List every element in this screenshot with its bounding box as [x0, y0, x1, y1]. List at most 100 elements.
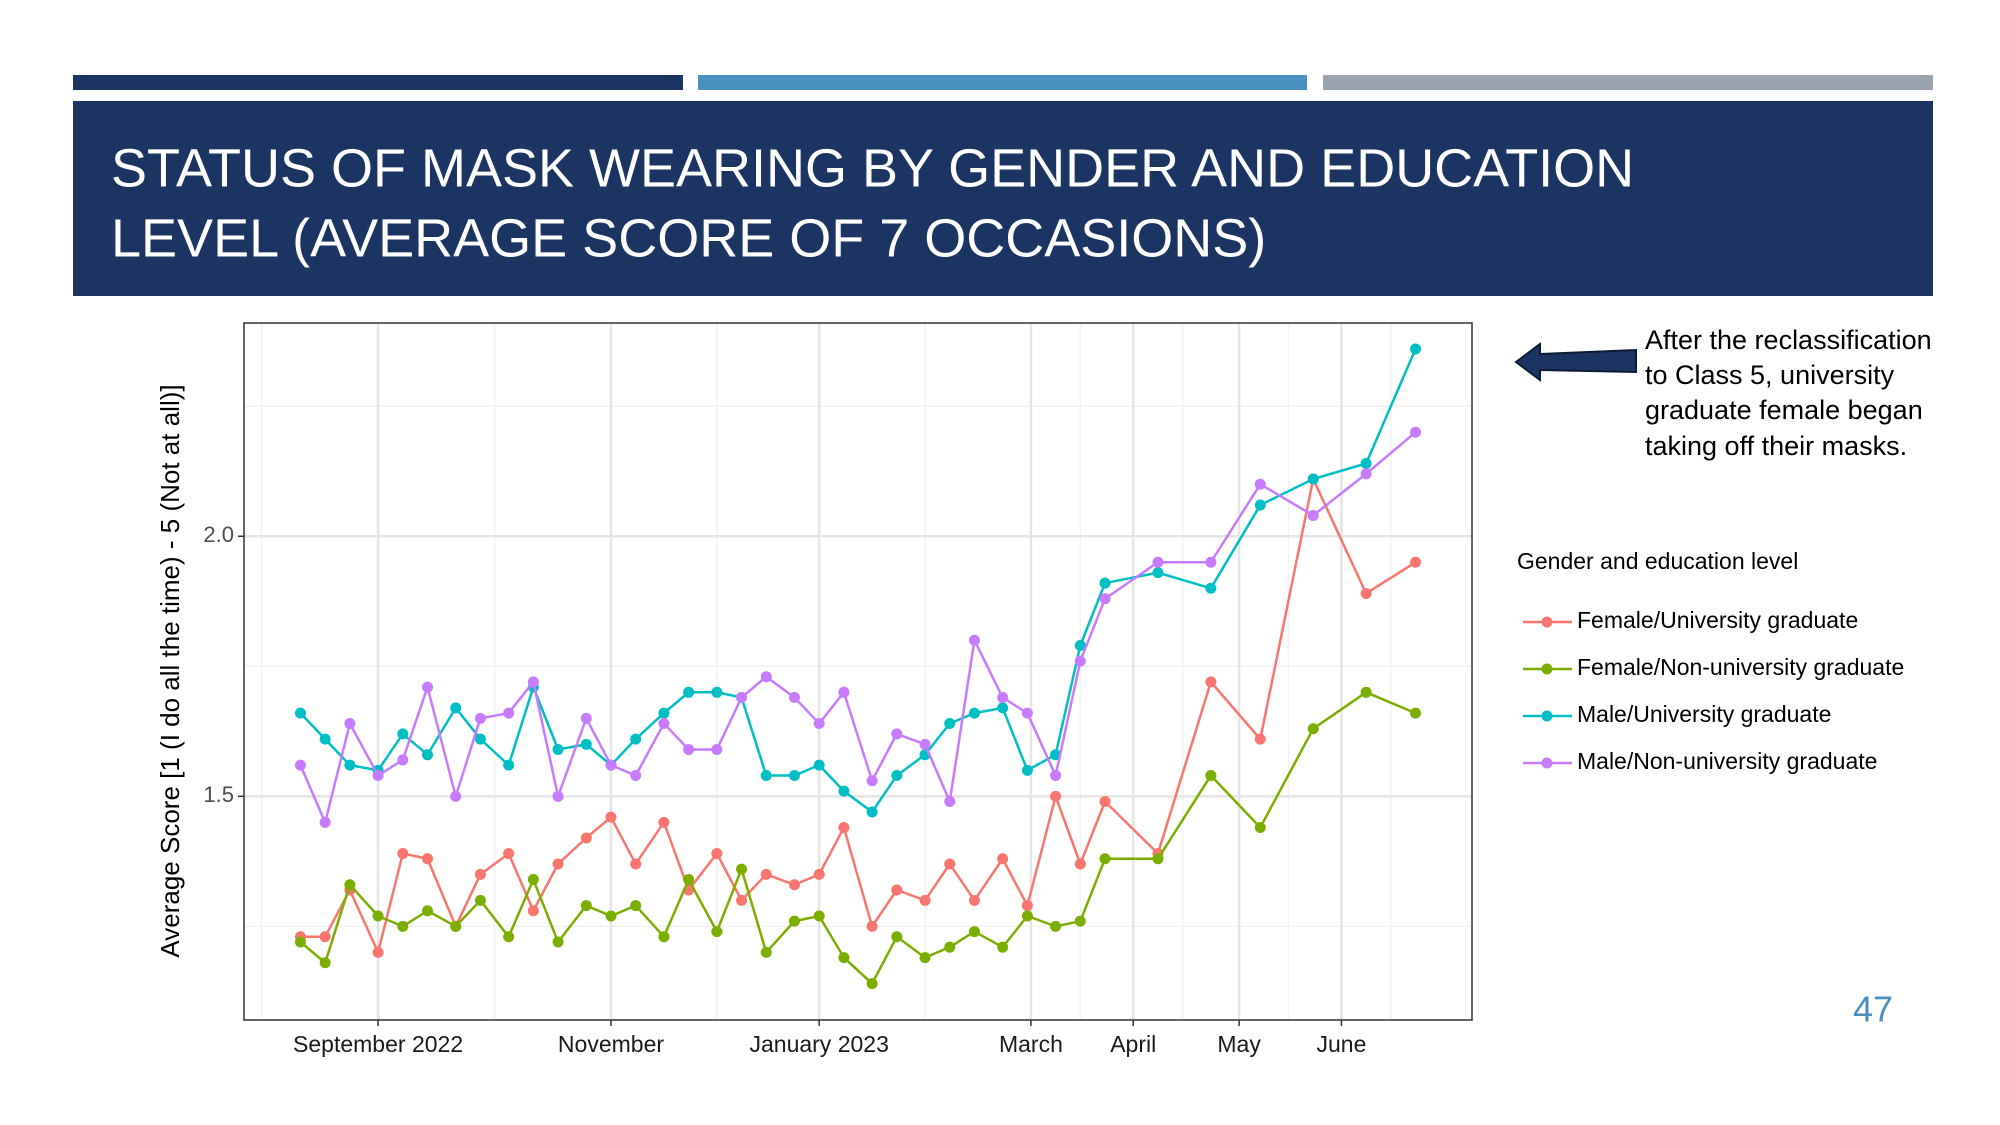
data-point: [503, 848, 515, 860]
y-axis-label: Average Score [1 (I do all the time) - 5…: [155, 384, 185, 957]
data-point: [683, 744, 695, 756]
data-point: [944, 718, 956, 730]
data-point: [421, 905, 433, 917]
data-point: [711, 848, 723, 860]
data-point: [474, 712, 486, 724]
data-point: [1050, 920, 1062, 932]
data-point: [813, 718, 825, 730]
data-point: [605, 759, 617, 771]
series-line: [299, 431, 1417, 827]
legend-swatch-point: [1541, 710, 1553, 722]
data-point: [580, 712, 592, 724]
data-point: [319, 957, 331, 969]
data-point: [658, 718, 670, 730]
data-point: [630, 858, 642, 870]
data-point: [1152, 567, 1164, 579]
data-point: [891, 884, 903, 896]
data-point: [527, 676, 539, 688]
data-point: [1307, 473, 1319, 485]
data-point: [580, 900, 592, 912]
x-tick-label: May: [1217, 1031, 1261, 1057]
data-point: [344, 879, 356, 891]
data-point: [919, 738, 931, 750]
data-point: [760, 671, 772, 683]
data-point: [372, 946, 384, 958]
data-point: [552, 744, 564, 756]
data-point: [997, 692, 1009, 704]
header: [73, 101, 1933, 296]
data-point: [1360, 457, 1372, 469]
data-point: [421, 681, 433, 693]
data-point: [813, 759, 825, 771]
top-bar: [73, 75, 683, 90]
x-tick-label: March: [999, 1031, 1063, 1057]
data-point: [968, 707, 980, 719]
data-point: [294, 707, 306, 719]
annotation-line: graduate female began: [1645, 395, 1923, 425]
series-line: [299, 348, 1417, 814]
data-point: [711, 926, 723, 938]
data-point: [552, 790, 564, 802]
data-point: [1099, 593, 1111, 605]
data-point: [397, 848, 409, 860]
series-line: [299, 690, 1417, 986]
arrow: [1514, 342, 1637, 382]
data-point: [1307, 723, 1319, 735]
legend-swatch-point: [1541, 757, 1553, 769]
data-point: [891, 770, 903, 782]
title-line: STATUS OF MASK WEARING BY GENDER AND EDU…: [111, 138, 1634, 198]
data-point: [968, 894, 980, 906]
data-point: [1074, 915, 1086, 927]
data-point: [919, 952, 931, 964]
data-point: [838, 785, 850, 797]
data-point: [397, 728, 409, 740]
data-point: [372, 910, 384, 922]
data-point: [344, 718, 356, 730]
data-point: [683, 686, 695, 698]
data-point: [294, 936, 306, 948]
data-point: [968, 926, 980, 938]
data-point: [760, 868, 772, 880]
data-point: [580, 832, 592, 844]
data-point: [605, 910, 617, 922]
plot-border: [243, 322, 1473, 1021]
data-point: [1254, 733, 1266, 745]
data-point: [421, 749, 433, 761]
data-point: [1021, 910, 1033, 922]
data-point: [450, 702, 462, 714]
data-point: [474, 894, 486, 906]
data-point: [1152, 853, 1164, 865]
data-point: [397, 920, 409, 932]
data-point: [944, 796, 956, 808]
data-point: [527, 874, 539, 886]
data-point: [630, 900, 642, 912]
page-number: 47: [1853, 989, 1893, 1030]
data-point: [788, 915, 800, 927]
data-point: [838, 952, 850, 964]
data-point: [1307, 509, 1319, 521]
data-point: [474, 868, 486, 880]
data-point: [552, 936, 564, 948]
x-tick-label: November: [558, 1031, 664, 1057]
data-point: [1074, 639, 1086, 651]
data-point: [1254, 499, 1266, 511]
data-point: [1099, 796, 1111, 808]
data-point: [294, 759, 306, 771]
legend-label: Female/University graduate: [1577, 607, 1858, 633]
data-point: [1410, 426, 1422, 438]
y-tick-label: 1.5: [203, 782, 234, 807]
data-point: [1205, 770, 1217, 782]
data-point: [891, 931, 903, 943]
data-point: [319, 816, 331, 828]
data-point: [1360, 468, 1372, 480]
data-point: [813, 910, 825, 922]
data-point: [658, 707, 670, 719]
y-tick-label: 2.0: [203, 522, 234, 547]
annotation-line: taking off their masks.: [1645, 431, 1907, 461]
data-point: [866, 806, 878, 818]
data-point: [760, 946, 772, 958]
data-point: [944, 858, 956, 870]
data-point: [683, 874, 695, 886]
